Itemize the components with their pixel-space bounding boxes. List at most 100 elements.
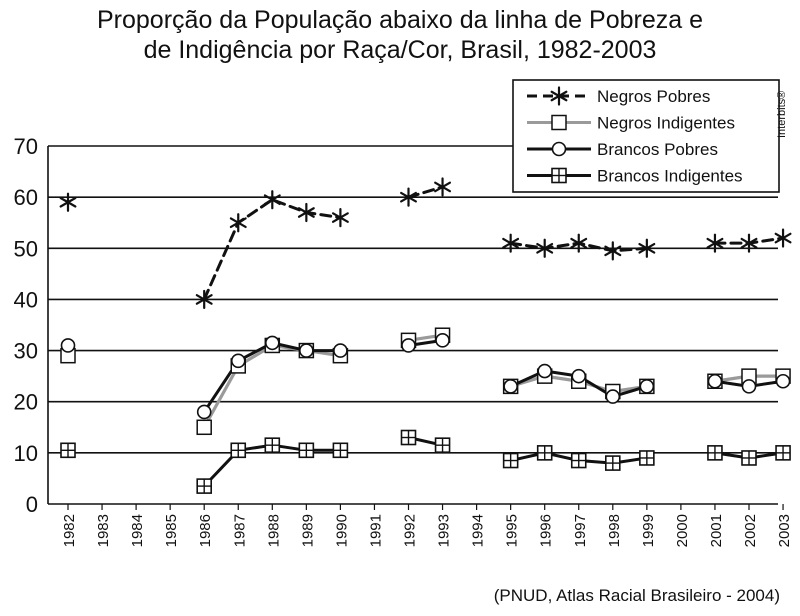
chart-title-line-1: Proporção da População abaixo da linha d…	[97, 6, 703, 34]
star-ray	[550, 94, 561, 102]
star-ray	[747, 237, 758, 245]
x-tick-label: 1986	[197, 514, 214, 547]
star-ray	[638, 242, 648, 250]
data-point-circle	[503, 379, 518, 394]
data-point-circle	[537, 363, 553, 379]
x-tick-label: 1988	[265, 514, 282, 547]
star-ray	[570, 242, 580, 249]
data-point-star	[638, 238, 656, 258]
data-point-circle	[707, 373, 723, 389]
data-point-circle	[333, 343, 348, 358]
x-tick-label: 1984	[129, 514, 146, 547]
star-ray	[305, 207, 315, 214]
star-ray	[740, 242, 751, 249]
data-point-crossed-square	[741, 450, 757, 466]
star-ray	[59, 201, 70, 208]
star-ray	[557, 90, 568, 98]
legend-label: Negros Pobres	[597, 87, 710, 106]
y-tick-label: 40	[14, 287, 38, 312]
x-tick-label: 1991	[367, 514, 384, 547]
star-ray	[271, 198, 281, 206]
star-ray	[611, 249, 622, 257]
star-ray	[502, 242, 512, 249]
x-tick-label: 1987	[231, 514, 248, 547]
x-tick-label: 2001	[708, 514, 725, 547]
data-point-star	[229, 213, 247, 233]
x-tick-label: 1998	[606, 514, 623, 547]
star-ray	[781, 236, 792, 244]
star-ray	[297, 207, 308, 214]
series-line-1	[202, 343, 342, 429]
legend-label: Negros Indigentes	[597, 114, 735, 133]
star-ray	[543, 247, 554, 254]
x-tick-label: 1993	[436, 514, 453, 547]
x-tick-label: 1990	[333, 514, 350, 547]
star-ray	[543, 242, 554, 250]
data-point-crossed-square	[775, 445, 791, 461]
series-line-0	[202, 198, 342, 301]
x-tick-label: 1997	[572, 514, 589, 547]
data-point-star	[263, 190, 281, 210]
data-point-square	[196, 419, 212, 436]
star-ray	[237, 221, 247, 229]
data-point-circle	[571, 368, 587, 384]
x-tick-label: 2002	[742, 514, 759, 547]
data-point-crossed-square	[298, 442, 315, 459]
data-point-circle	[435, 333, 450, 348]
star-ray	[557, 94, 568, 102]
star-ray	[570, 237, 580, 245]
star-ray	[305, 211, 315, 218]
star-ray	[229, 221, 240, 229]
star-ray	[706, 242, 717, 249]
star-ray	[713, 242, 724, 249]
star-ray	[604, 245, 614, 252]
star-ray	[434, 181, 444, 189]
star-ray	[66, 201, 77, 208]
star-ray	[229, 217, 240, 224]
star-ray	[66, 196, 77, 204]
y-tick-label: 50	[14, 236, 38, 261]
data-point-crossed-square	[332, 442, 349, 459]
credit-text: Interbits®	[776, 90, 788, 138]
star-ray	[509, 242, 520, 249]
data-point-crossed-square	[551, 167, 567, 184]
data-point-crossed-square	[639, 450, 655, 466]
x-tick-label: 2000	[674, 514, 691, 547]
star-ray	[195, 294, 206, 301]
data-point-crossed-square	[60, 442, 76, 459]
star-ray	[774, 232, 785, 240]
data-point-star	[195, 289, 213, 310]
data-point-crossed-square	[230, 442, 247, 459]
data-point-crossed-square	[196, 478, 212, 494]
data-point-crossed-square	[400, 429, 417, 446]
y-tick-label: 30	[14, 339, 38, 364]
star-ray	[604, 249, 614, 257]
x-tick-label: 1999	[640, 514, 657, 547]
data-point-circle	[264, 335, 280, 351]
star-ray	[263, 198, 274, 206]
star-ray	[638, 247, 648, 254]
star-ray	[203, 298, 213, 305]
star-ray	[502, 237, 512, 245]
star-ray	[645, 242, 656, 250]
data-point-circle	[299, 343, 314, 358]
x-tick-label: 1985	[163, 514, 180, 547]
star-ray	[271, 194, 281, 201]
data-point-circle	[196, 404, 212, 420]
x-tick-label: 1983	[95, 514, 112, 547]
star-ray	[297, 211, 308, 218]
x-tick-label: 1996	[538, 514, 555, 547]
chart-title-line-2: de Indigência por Raça/Cor, Brasil, 1982…	[143, 36, 657, 64]
star-ray	[331, 216, 342, 223]
data-point-circle	[60, 338, 76, 353]
data-point-circle	[551, 141, 567, 157]
star-ray	[441, 181, 452, 189]
star-ray	[713, 237, 724, 245]
star-ray	[740, 237, 751, 245]
star-ray	[536, 242, 546, 250]
star-ray	[441, 185, 452, 193]
star-ray	[203, 294, 213, 301]
star-ray	[577, 242, 588, 249]
data-point-star	[400, 187, 417, 207]
data-point-crossed-square	[434, 437, 451, 453]
